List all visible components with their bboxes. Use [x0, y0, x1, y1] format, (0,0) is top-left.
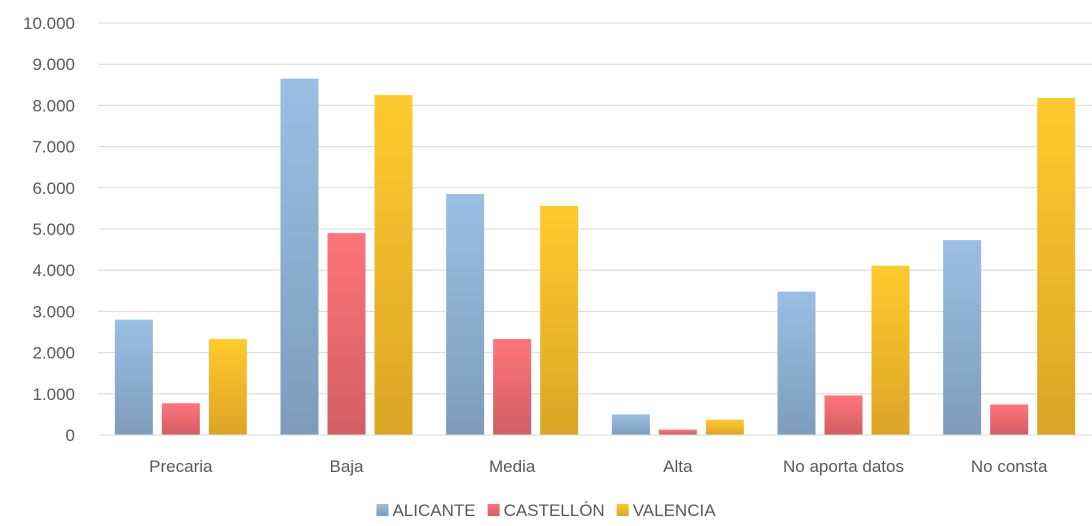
- y-tick-label: 0: [66, 426, 75, 445]
- x-category-label: Media: [489, 457, 536, 476]
- bar-alicante-alta: [611, 414, 650, 435]
- bar-castell-n-no-aporta-datos: [824, 395, 863, 435]
- bar-valencia-alta: [705, 419, 744, 435]
- x-category-label: Alta: [663, 457, 693, 476]
- x-category-label: Baja: [329, 457, 364, 476]
- gridlines: [98, 22, 1092, 436]
- y-tick-label: 6.000: [32, 179, 75, 198]
- legend-label: CASTELLÓN: [504, 501, 605, 520]
- y-tick-label: 9.000: [32, 55, 75, 74]
- legend-label: VALENCIA: [633, 501, 716, 520]
- x-category-label: No aporta datos: [783, 457, 904, 476]
- y-tick-label: 2.000: [32, 344, 75, 363]
- bar-alicante-baja: [280, 78, 319, 436]
- bar-alicante-no-aporta-datos: [777, 291, 816, 435]
- bar-valencia-media: [540, 205, 579, 435]
- bar-valencia-no-consta: [1037, 97, 1076, 435]
- bar-castell-n-alta: [658, 429, 697, 435]
- bar-valencia-baja: [374, 95, 413, 435]
- bars: [114, 78, 1076, 436]
- legend-label: ALICANTE: [392, 501, 475, 520]
- y-tick-label: 5.000: [32, 220, 75, 239]
- bar-castell-n-no-consta: [990, 404, 1029, 435]
- x-category-label: Precaria: [149, 457, 213, 476]
- bar-alicante-precaria: [114, 319, 153, 435]
- y-tick-label: 4.000: [32, 261, 75, 280]
- bar-alicante-media: [446, 193, 485, 435]
- legend: ALICANTE CASTELLÓN VALENCIA: [376, 501, 716, 520]
- y-axis: 0 1.000 2.000 3.000 4.000 5.000 6.000 7.000 8.00…: [23, 14, 75, 445]
- legend-swatch: [616, 504, 629, 516]
- bar-castell-n-baja: [327, 233, 366, 435]
- y-tick-label: 7.000: [32, 138, 75, 157]
- x-axis: Precaria Baja Media Alta No aporta datos No c…: [98, 434, 1092, 476]
- y-tick-label: 3.000: [32, 302, 75, 321]
- bar-castell-n-precaria: [161, 403, 200, 435]
- bar-castell-n-media: [493, 339, 532, 435]
- legend-swatch: [376, 504, 389, 516]
- bar-alicante-no-consta: [943, 240, 982, 435]
- bar-valencia-no-aporta-datos: [871, 265, 910, 435]
- x-category-label: No consta: [971, 457, 1048, 476]
- y-tick-label: 1.000: [32, 385, 75, 404]
- y-tick-label: 8.000: [32, 96, 75, 115]
- legend-swatch: [487, 504, 500, 516]
- bar-valencia-precaria: [208, 339, 247, 435]
- y-tick-label: 10.000: [23, 14, 75, 33]
